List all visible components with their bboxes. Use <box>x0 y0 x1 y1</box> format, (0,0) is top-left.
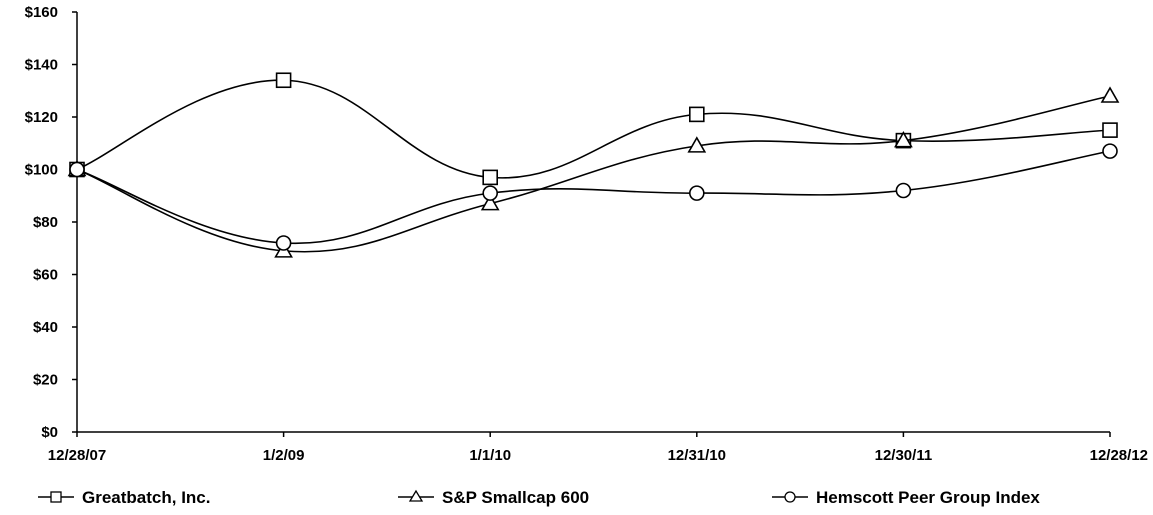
axes <box>76 12 1110 433</box>
square-marker <box>688 106 705 123</box>
y-tick-label: $20 <box>33 372 58 389</box>
circle-marker <box>1102 143 1118 159</box>
legend-label: Hemscott Peer Group Index <box>816 488 1040 507</box>
triangle-marker <box>894 131 913 148</box>
series-line <box>76 150 1111 245</box>
legend-label: Greatbatch, Inc. <box>82 488 210 507</box>
y-tick-label: $60 <box>33 267 58 284</box>
x-tick-label: 12/28/12 <box>1090 447 1148 464</box>
circle-marker <box>482 185 499 201</box>
series-square <box>69 72 1118 186</box>
x-tick-label: 12/30/11 <box>875 447 933 464</box>
legend-triangle-icon <box>408 489 424 502</box>
x-ticks: 12/28/07 1/2/09 1/1/10 12/31/10 12/30/11 12/2… <box>48 432 1148 464</box>
legend-square-icon <box>50 491 62 503</box>
y-tick-label: $140 <box>25 57 58 74</box>
y-tick-label: $80 <box>33 214 58 231</box>
triangle-marker <box>1100 86 1120 103</box>
legend: Greatbatch, Inc. S&P Smallcap 600 Hemscott… <box>38 488 1040 507</box>
circle-marker <box>69 161 85 178</box>
series-line <box>76 95 1111 253</box>
y-tick-label: $120 <box>25 109 58 126</box>
square-marker <box>1102 122 1118 138</box>
legend-label: S&P Smallcap 600 <box>442 488 589 507</box>
square-marker <box>482 169 499 186</box>
legend-item: Hemscott Peer Group Index <box>772 488 1040 507</box>
series-line <box>76 79 1111 179</box>
circle-marker <box>275 235 292 251</box>
x-tick-label: 12/31/10 <box>668 447 726 464</box>
x-tick-label: 1/1/10 <box>469 447 511 464</box>
triangle-marker <box>480 194 500 211</box>
y-tick-label: $160 <box>25 4 58 21</box>
legend-item: Greatbatch, Inc. <box>38 488 210 507</box>
legend-circle-icon <box>784 491 796 503</box>
y-tick-label: $40 <box>33 319 58 336</box>
circle-marker <box>895 182 912 199</box>
series-circle <box>69 143 1118 251</box>
x-tick-label: 1/2/09 <box>263 447 305 464</box>
y-tick-label: $0 <box>41 424 58 441</box>
y-tick-label: $100 <box>25 162 58 179</box>
legend-item: S&P Smallcap 600 <box>398 488 589 507</box>
series-group <box>67 72 1120 258</box>
circle-marker <box>688 185 705 201</box>
y-ticks: $0 $20 $40 $60 $80 $100 $120 $140 $160 <box>25 4 77 441</box>
series-triangle <box>67 86 1120 258</box>
triangle-marker <box>687 136 707 153</box>
square-marker <box>275 72 292 89</box>
x-tick-label: 12/28/07 <box>48 447 106 464</box>
